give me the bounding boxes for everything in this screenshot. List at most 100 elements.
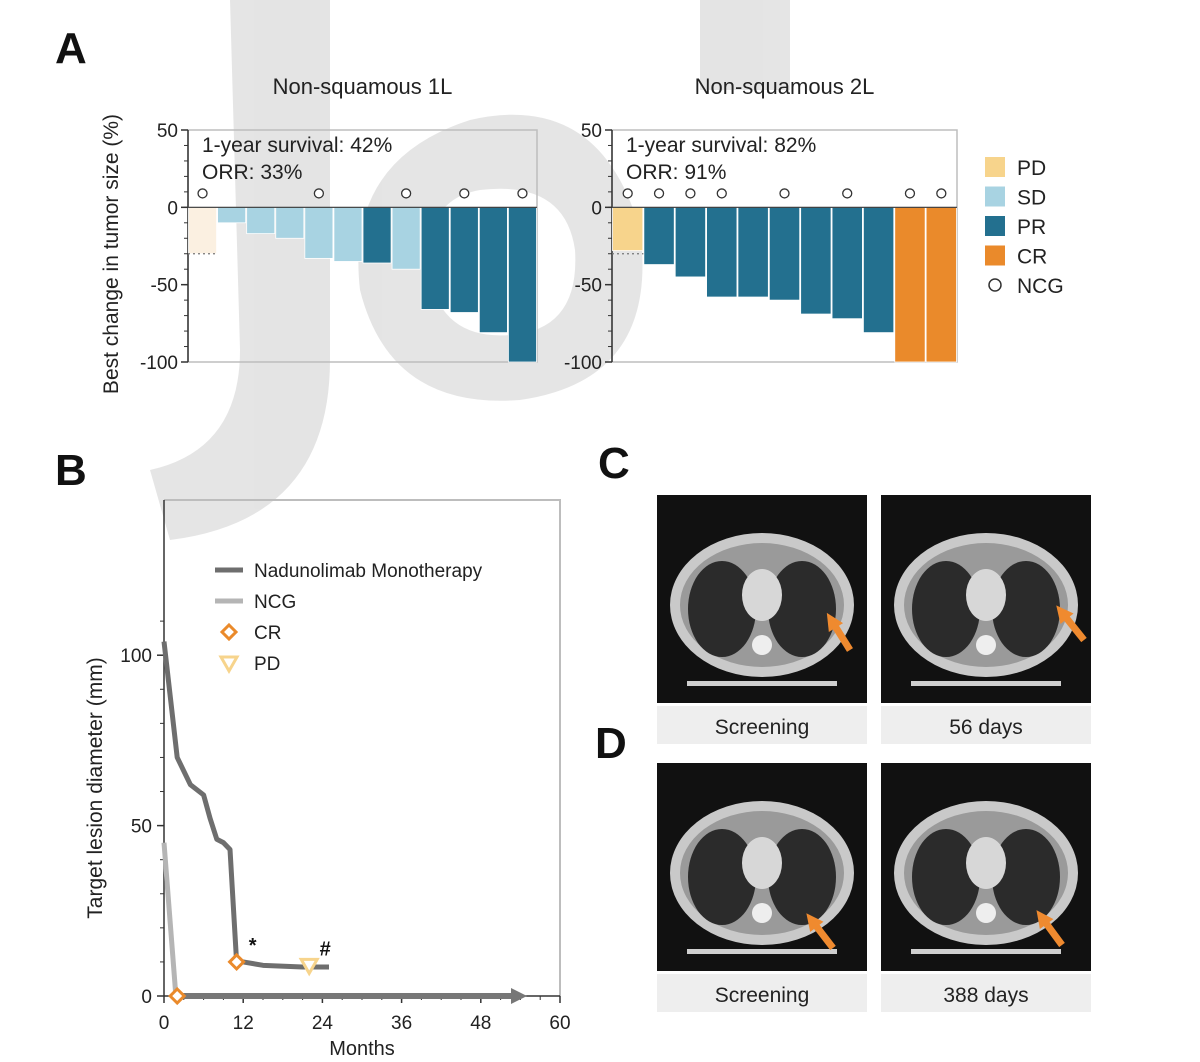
ct-left-lung [688,561,756,657]
ncg-marker [716,188,727,199]
bar-pr [643,206,675,265]
lesion-arrow-head [1036,910,1054,929]
caption-box [881,974,1091,1012]
bar-sd [391,206,421,270]
ct-left-lung [912,829,980,925]
legend-ncg-label: NCG [254,592,296,613]
y-tick-label: -50 [575,276,602,297]
bar-pr [362,206,392,264]
bar-pr [449,206,479,313]
ct-mediastinum [966,837,1006,889]
lesion-arrow-shaft [810,920,836,951]
series-monotherapy-line [161,641,329,970]
ct-left-lung [912,561,980,657]
marker-cr [168,986,187,1006]
marker-footnote: # [320,938,331,960]
ct-scan-d-1: Screening [657,763,867,1012]
series-ncg-line [161,842,179,997]
ct-scan-c-1: Screening [657,495,867,744]
ct-mediastinum [966,569,1006,621]
bar-pr [863,206,895,334]
bar-pr [737,206,769,298]
waterfall-chart-2l: Non-squamous 2L 50 0 -50 -100 1-year survival… [564,74,958,374]
legend-sd-label: SD [1017,187,1046,210]
ct-table [911,949,1061,954]
ct-spine [976,635,996,655]
marker-footnote: * [249,935,257,957]
ncg-marker [622,188,633,199]
ncg-marker [685,188,696,199]
lesion-arrow-shaft [830,621,853,652]
lesion-arrow-shaft [1061,612,1087,643]
x-tick-label: 60 [549,1013,570,1034]
y-tick-label: 0 [141,987,152,1008]
ct-scan-d-2: 388 days [881,763,1091,1012]
chart-title: Non-squamous 2L [695,74,875,99]
bar-pr [478,206,508,334]
legend-ncg-label: NCG [1017,275,1064,298]
legend-ncg-swatch [988,278,1002,292]
y-tick-label: 100 [120,646,152,667]
x-tick-label: 36 [391,1013,412,1034]
legend-PD-label: PD [254,654,280,675]
legend-pd-swatch [218,655,240,675]
scan-caption: Screening [715,984,810,1007]
baseline-arrow-head [511,988,527,1004]
ncg-marker [936,188,947,199]
ct-mediastinum [742,569,782,621]
legend-pr-label: PR [1017,216,1046,239]
bar-pd [188,206,217,255]
bar-pr [674,206,706,278]
legend-mono-label: Nadunolimab Monotherapy [254,561,483,582]
legend-pd-label: PD [1017,157,1046,180]
y-tick-label: 0 [167,198,178,219]
chart-title: Non-squamous 1L [273,74,453,99]
scan-caption: 56 days [949,716,1023,739]
x-tick-label: 0 [159,1013,170,1034]
y-tick-label: 50 [131,817,152,838]
bar-sd [333,206,363,262]
y-tick-label: 50 [581,121,602,142]
ct-spine [752,903,772,923]
ncg-marker [842,188,853,199]
bar-pr [420,206,450,310]
y-tick-label: -100 [564,353,602,374]
ct-right-lung [992,561,1060,657]
lesion-diameter-chart: 0 50 100 0 12 24 36 48 60 Months Target lesion dia… [84,499,571,1060]
ct-right-lung [992,829,1060,925]
lesion-arrow-head [806,913,824,932]
y-tick-label: 50 [157,121,178,142]
bar-sd [304,206,334,259]
y-axis-label: Target lesion diameter (mm) [84,657,107,918]
ct-left-lung [688,829,756,925]
bar-cr [925,206,957,363]
marker-cr [227,952,246,972]
ct-scan-c-2: 56 days [881,495,1091,744]
bar-pr [800,206,832,315]
bar-sd [217,206,247,224]
y-tick-label: -100 [140,353,178,374]
ncg-marker [517,188,528,199]
ncg-marker [653,188,665,199]
legend-cr-swatch [219,622,239,642]
annotation-line: ORR: 33% [202,161,302,184]
x-tick-label: 12 [233,1013,254,1034]
ct-table [687,681,837,686]
marker-pd [298,957,320,977]
ct-spine [976,903,996,923]
bar-sd [275,206,305,239]
caption-box [657,706,867,744]
ncg-marker [904,188,916,199]
bar-sd [246,206,276,235]
ct-right-lung [768,561,836,657]
bar-pr [768,206,801,301]
lesion-arrow-head [826,612,844,632]
ncg-marker [197,188,208,199]
bar-pr [706,206,738,298]
scan-caption: 388 days [943,984,1028,1007]
ct-mediastinum [742,837,782,889]
ncg-marker [459,188,470,199]
ct-table [911,681,1061,686]
bar-pr [831,206,863,320]
